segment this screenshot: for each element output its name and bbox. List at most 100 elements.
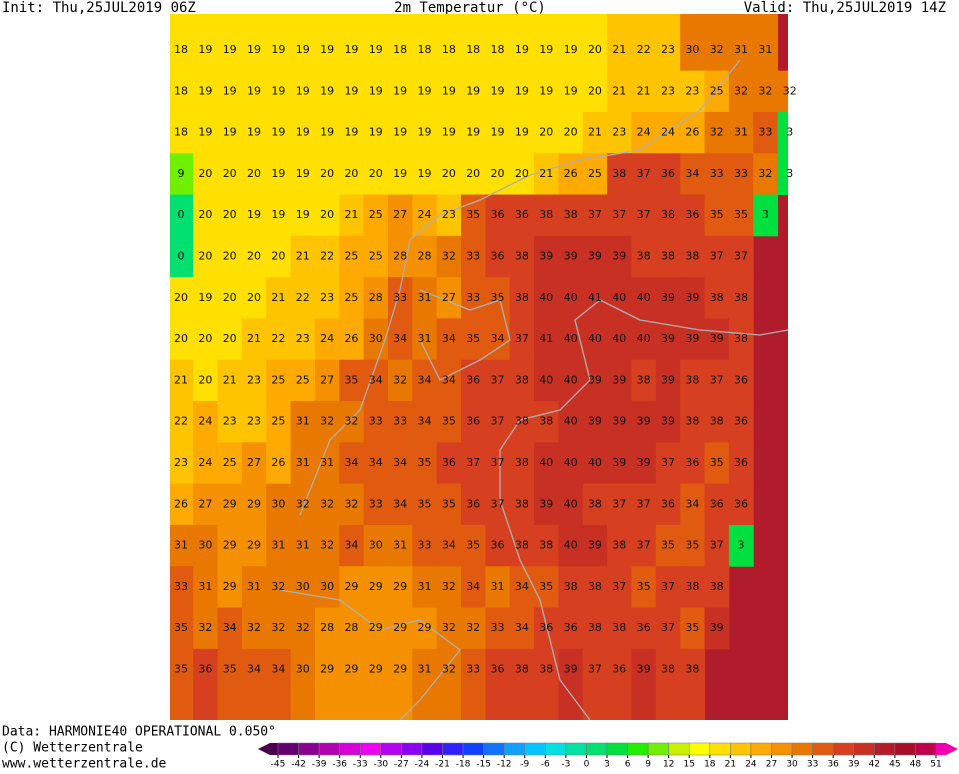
- temperature-cell: [241, 359, 267, 402]
- temperature-cell: [266, 14, 292, 72]
- temperature-cell: [582, 235, 608, 278]
- website: www.wetterzentrale.de: [2, 757, 167, 771]
- temperature-cell: [582, 483, 608, 526]
- temperature-label: 38: [515, 663, 529, 676]
- temperature-cell: [314, 442, 340, 485]
- temperature-label: 36: [661, 497, 675, 510]
- temperature-cell: [290, 277, 316, 319]
- temperature-cell: [241, 318, 267, 361]
- temperature-label: 32: [442, 621, 456, 634]
- data-source: Data: HARMONIE40 OPERATIONAL 0.050°: [2, 725, 276, 740]
- temperature-label: 36: [491, 250, 505, 263]
- temperature-cell: [728, 153, 754, 196]
- temperature-label: 33: [418, 539, 432, 552]
- temperature-label: 37: [661, 456, 675, 469]
- temperature-cell: [241, 277, 267, 319]
- temperature-label: 19: [466, 126, 480, 139]
- colorbar-swatch: [462, 742, 484, 756]
- temperature-label: 31: [734, 43, 748, 56]
- temperature-cell: [655, 566, 681, 609]
- temperature-label: 25: [344, 291, 358, 304]
- temperature-cell: [241, 235, 267, 278]
- temperature-cell: [704, 566, 730, 609]
- colorbar-tick-label: 21: [725, 760, 736, 770]
- temperature-label: 36: [685, 208, 699, 221]
- temperature-label: 35: [442, 415, 456, 428]
- temperature-cell: [266, 648, 292, 720]
- temperature-cell: [680, 194, 706, 237]
- temperature-label: 19: [515, 126, 529, 139]
- temperature-label: 19: [491, 126, 505, 139]
- temperature-cell: [509, 524, 535, 567]
- temperature-cell: [655, 277, 681, 319]
- temperature-cell: [217, 235, 243, 278]
- colorbar-swatch: [812, 742, 834, 756]
- temperature-label: 19: [271, 208, 285, 221]
- temperature-label: 29: [320, 663, 334, 676]
- temperature-cell: [558, 277, 584, 319]
- temperature-cell: [387, 359, 413, 402]
- temperature-label: 29: [369, 621, 383, 634]
- temperature-label: 32: [734, 84, 748, 97]
- colorbar-swatch: [853, 742, 875, 756]
- temperature-cell: [509, 442, 535, 485]
- colorbar-tick-label: 39: [848, 760, 860, 770]
- temperature-cell: [582, 524, 608, 567]
- colorbar-tick-label: 15: [684, 760, 695, 770]
- temperature-label: 20: [198, 167, 212, 180]
- temperature-cell: [534, 318, 559, 361]
- temperature-label: 19: [393, 126, 407, 139]
- temperature-cell: [241, 483, 267, 526]
- temperature-cell: [170, 14, 194, 72]
- temperature-cell: [534, 401, 559, 443]
- map-area: [170, 14, 788, 720]
- temperature-label: 25: [271, 415, 285, 428]
- temperature-label: 33: [710, 167, 724, 180]
- temperature-cell: [436, 648, 462, 720]
- temperature-cell: [436, 401, 462, 443]
- temperature-cell: [266, 70, 292, 113]
- temperature-label: 39: [588, 415, 602, 428]
- temperature-cell: [631, 442, 657, 485]
- temperature-cell: [631, 318, 657, 361]
- temperature-label: 20: [491, 167, 505, 180]
- temperature-cell: [339, 401, 365, 443]
- colorbar-tick-label: -24: [415, 760, 430, 770]
- temperature-cell: [582, 401, 608, 443]
- temperature-cell: [339, 111, 365, 154]
- temperature-cell: [607, 111, 632, 154]
- colorbar-tick-label: -12: [497, 760, 512, 770]
- temperature-label: 33: [393, 291, 407, 304]
- temperature-label: 39: [710, 332, 724, 345]
- temperature-label: 36: [491, 663, 505, 676]
- temperature-cell: [241, 566, 267, 609]
- temperature-label: 18: [491, 43, 505, 56]
- temperature-cell: [534, 111, 559, 154]
- temperature-label: 33: [758, 126, 772, 139]
- temperature-label: 20: [320, 167, 334, 180]
- temperature-label: 33: [393, 415, 407, 428]
- temperature-cell: [582, 14, 608, 72]
- temperature-label: 35: [466, 208, 480, 221]
- temperature-label: 18: [174, 126, 188, 139]
- temperature-cell: [387, 70, 413, 113]
- temperature-label: 37: [491, 373, 505, 386]
- temperature-cell: [290, 401, 316, 443]
- temperature-label: 40: [588, 456, 602, 469]
- temperature-label: 29: [393, 621, 407, 634]
- temperature-label: 22: [174, 415, 188, 428]
- temperature-cell: [217, 14, 243, 72]
- temperature-cell: [241, 607, 267, 650]
- temperature-cell: [266, 277, 292, 319]
- temperature-label: 20: [174, 291, 188, 304]
- temperature-cell: [170, 194, 194, 237]
- temperature-cell: [631, 70, 657, 113]
- temperature-label: 32: [758, 167, 772, 180]
- temperature-cell: [193, 70, 219, 113]
- temperature-label: 27: [393, 208, 407, 221]
- temperature-cell: [387, 566, 413, 609]
- temperature-label: 39: [685, 291, 699, 304]
- temperature-cell: [363, 524, 389, 567]
- temperature-cell: [266, 153, 292, 196]
- temperature-cell: [631, 648, 657, 720]
